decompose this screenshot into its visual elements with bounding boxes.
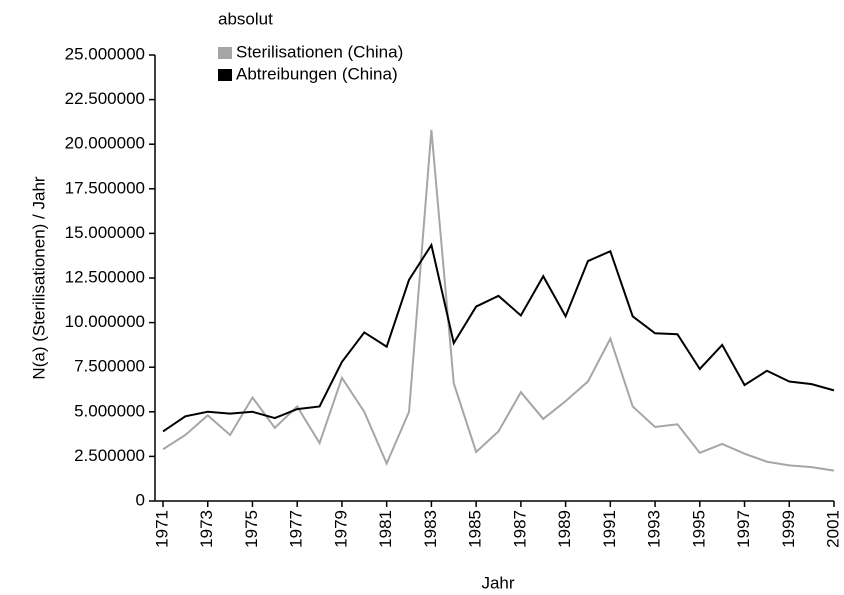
x-tick-label: 1991 [600, 510, 619, 548]
legend-swatch [218, 47, 232, 59]
x-tick-label: 1997 [734, 510, 753, 548]
legend-label: Abtreibungen (China) [236, 64, 398, 83]
legend-label: Sterilisationen (China) [236, 42, 403, 61]
line-series [162, 242, 835, 433]
y-tick-label: 20.000000 [65, 134, 145, 153]
x-tick-label: 1981 [376, 510, 395, 548]
y-tick-label: 0 [136, 490, 145, 509]
x-axis-label: Jahr [481, 573, 514, 592]
x-tick-label: 1989 [555, 510, 574, 548]
x-tick-label: 1985 [466, 510, 485, 548]
y-tick-label: 12.500000 [65, 267, 145, 286]
legend-swatch [218, 69, 232, 81]
x-tick-label: 1977 [287, 510, 306, 548]
y-tick-label: 15.000000 [65, 223, 145, 242]
y-tick-label: 5.000000 [74, 401, 145, 420]
legend-title: absolut [218, 9, 273, 28]
y-tick-label: 7.500000 [74, 357, 145, 376]
x-tick-label: 1999 [779, 510, 798, 548]
line-series [162, 129, 835, 472]
x-tick-label: 1995 [689, 510, 708, 548]
y-tick-label: 22.500000 [65, 89, 145, 108]
y-tick-label: 2.500000 [74, 446, 145, 465]
x-tick-label: 1973 [197, 510, 216, 548]
x-tick-label: 2001 [823, 510, 842, 548]
y-tick-label: 25.000000 [65, 44, 145, 63]
y-tick-label: 10.000000 [65, 312, 145, 331]
x-tick-label: 1987 [510, 510, 529, 548]
x-tick-label: 1979 [331, 510, 350, 548]
x-tick-label: 1975 [242, 510, 261, 548]
x-tick-label: 1983 [421, 510, 440, 548]
y-axis-label: N(a) (Sterilisationen) / Jahr [29, 176, 48, 379]
x-tick-label: 1971 [152, 510, 171, 548]
y-tick-label: 17.500000 [65, 178, 145, 197]
x-tick-label: 1993 [645, 510, 664, 548]
